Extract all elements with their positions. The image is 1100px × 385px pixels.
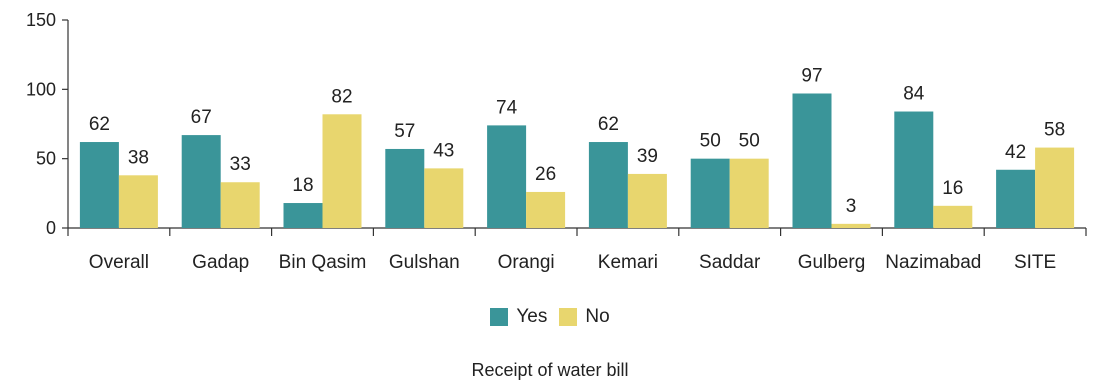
data-label-no: 26 bbox=[535, 164, 556, 185]
bar-no bbox=[526, 191, 566, 228]
bar-yes bbox=[996, 169, 1036, 228]
data-label-yes: 67 bbox=[191, 107, 212, 128]
x-tick-label: Gulberg bbox=[798, 252, 866, 273]
bar-chart: 0 50 100 150 Overall Gadap Bin Qasim Gulshan Ora… bbox=[26, 10, 1087, 273]
bar-no bbox=[1035, 147, 1075, 228]
data-label-yes: 97 bbox=[801, 65, 822, 86]
bar-yes bbox=[588, 142, 628, 228]
bar-yes bbox=[283, 203, 323, 228]
data-labels: 62 67 18 57 74 62 50 97 84 42 38 33 82 43 26 39 50 3 16 58 bbox=[89, 65, 1065, 216]
data-label-yes: 18 bbox=[292, 175, 313, 196]
data-label-no: 3 bbox=[846, 196, 857, 217]
bars bbox=[79, 93, 1075, 228]
y-tick-label: 150 bbox=[26, 10, 56, 30]
data-label-yes: 42 bbox=[1005, 142, 1026, 163]
legend: Yes No bbox=[0, 306, 1100, 328]
legend-item-yes: Yes bbox=[490, 306, 547, 328]
data-label-yes: 74 bbox=[496, 97, 518, 118]
x-tick-label: Gulshan bbox=[389, 252, 460, 273]
bar-no bbox=[933, 205, 973, 228]
data-label-no: 39 bbox=[637, 146, 658, 167]
bar-yes bbox=[690, 158, 730, 228]
bar-yes bbox=[487, 125, 527, 228]
data-label-yes: 57 bbox=[394, 121, 415, 142]
y-tick-label: 50 bbox=[36, 149, 56, 169]
data-label-yes: 50 bbox=[700, 131, 721, 152]
x-tick-label: SITE bbox=[1014, 252, 1056, 273]
bar-no bbox=[729, 158, 769, 228]
legend-label-no: No bbox=[585, 306, 610, 327]
data-label-no: 82 bbox=[331, 86, 352, 107]
data-label-no: 16 bbox=[942, 178, 963, 199]
bar-no bbox=[424, 168, 464, 228]
bar-no bbox=[627, 173, 667, 228]
x-tick-label: Overall bbox=[89, 252, 149, 273]
data-label-no: 43 bbox=[433, 140, 454, 161]
x-tick-label: Nazimabad bbox=[885, 252, 981, 273]
data-label-no: 33 bbox=[230, 154, 251, 175]
bar-yes bbox=[181, 135, 221, 228]
legend-item-no: No bbox=[559, 306, 610, 328]
bar-no bbox=[220, 182, 260, 228]
data-label-no: 58 bbox=[1044, 120, 1065, 141]
bar-no bbox=[831, 223, 871, 228]
bar-yes bbox=[385, 148, 425, 228]
y-tick-label: 0 bbox=[46, 218, 56, 238]
x-axis-title: Receipt of water bill bbox=[471, 360, 629, 380]
legend-swatch-no bbox=[559, 308, 578, 326]
x-tick-label: Gadap bbox=[192, 252, 249, 273]
legend-swatch-yes bbox=[490, 308, 509, 326]
bar-no bbox=[118, 175, 158, 228]
x-tick-label: Kemari bbox=[598, 252, 658, 273]
data-label-yes: 62 bbox=[598, 114, 619, 135]
legend-label-yes: Yes bbox=[516, 306, 548, 327]
y-tick-label: 100 bbox=[26, 79, 56, 99]
data-label-no: 50 bbox=[739, 131, 760, 152]
bar-yes bbox=[79, 142, 119, 228]
bar-no bbox=[322, 114, 362, 228]
axes: 0 50 100 150 Overall Gadap Bin Qasim Gulshan Ora… bbox=[26, 10, 1087, 273]
x-tick-label: Saddar bbox=[699, 252, 761, 273]
data-label-yes: 84 bbox=[903, 84, 925, 105]
bar-yes bbox=[894, 111, 934, 228]
bar-yes bbox=[792, 93, 832, 228]
data-label-no: 38 bbox=[128, 147, 149, 168]
data-label-yes: 62 bbox=[89, 114, 110, 135]
x-tick-label: Bin Qasim bbox=[279, 252, 367, 273]
x-tick-label: Orangi bbox=[498, 252, 555, 273]
